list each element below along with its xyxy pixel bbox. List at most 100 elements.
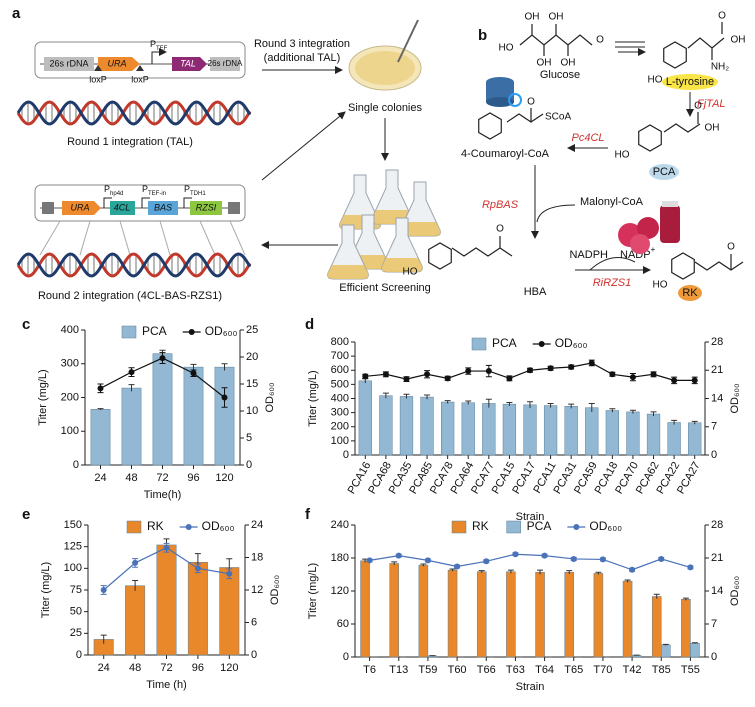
enzyme-label: FjTAL bbox=[697, 98, 726, 110]
cofactor-arc bbox=[589, 257, 636, 271]
od-point bbox=[599, 556, 606, 563]
integration-lines bbox=[39, 220, 246, 256]
cofactor-label: NADPH bbox=[569, 249, 608, 261]
y2-tick-label: 21 bbox=[711, 364, 723, 376]
od-point bbox=[424, 371, 431, 378]
od-point bbox=[128, 369, 135, 376]
y2-tick-label: 7 bbox=[711, 421, 717, 433]
bar bbox=[379, 395, 393, 456]
gene-block bbox=[62, 201, 101, 215]
cofactor-sup: + bbox=[651, 245, 656, 254]
bar bbox=[214, 366, 235, 466]
atom: HO bbox=[653, 280, 668, 291]
od-point bbox=[506, 375, 513, 382]
promoter-sub: TEF-in bbox=[148, 191, 166, 197]
od-point bbox=[454, 563, 461, 570]
legend-swatch bbox=[538, 341, 545, 347]
legend-label: RK bbox=[472, 519, 489, 533]
x-tick-label: 72 bbox=[156, 472, 168, 484]
error-bar bbox=[420, 563, 427, 567]
error-bar bbox=[97, 408, 104, 410]
y-tick-label: 600 bbox=[331, 364, 349, 376]
bar bbox=[564, 572, 574, 658]
promoter-arrow bbox=[151, 48, 167, 64]
gene-block bbox=[228, 202, 240, 214]
x-tick-label: T66 bbox=[477, 664, 496, 676]
error-bar bbox=[391, 561, 398, 566]
glucose-label: Glucose bbox=[540, 69, 580, 81]
od-point bbox=[671, 377, 678, 384]
y2-tick-label: 7 bbox=[711, 618, 717, 630]
y-tick-label: 100 bbox=[331, 435, 349, 447]
atom: O bbox=[727, 242, 735, 253]
gene-block bbox=[148, 201, 178, 215]
bar bbox=[626, 411, 640, 456]
x-axis-title: Time (h) bbox=[146, 679, 187, 691]
error-bar bbox=[568, 403, 575, 409]
rk-label: RK bbox=[682, 287, 698, 299]
atom: NH₂ bbox=[711, 62, 729, 73]
od-point bbox=[541, 552, 548, 559]
x-tick-label: 120 bbox=[220, 662, 238, 674]
bar bbox=[605, 410, 619, 456]
atom: HO bbox=[648, 75, 663, 86]
gene-label: 26s rDNA bbox=[49, 58, 88, 68]
highlight bbox=[662, 74, 718, 90]
gene-label: 4CL bbox=[114, 202, 131, 212]
error-bar bbox=[595, 571, 602, 575]
dna-strand bbox=[16, 252, 252, 278]
construct-box bbox=[34, 184, 246, 222]
round-label: Round 1 integration (TAL) bbox=[67, 136, 193, 148]
pick-tool bbox=[397, 19, 419, 63]
error-bar bbox=[527, 401, 533, 408]
y-tick-label: 800 bbox=[331, 336, 349, 348]
bar bbox=[593, 573, 604, 658]
tyrosine-label: L-tyrosine bbox=[666, 76, 714, 88]
bar bbox=[219, 567, 240, 656]
error-bar bbox=[609, 408, 616, 413]
y2-axis-title: OD₆₀₀ bbox=[729, 576, 741, 606]
error-bar bbox=[682, 597, 689, 601]
promoter-p: P bbox=[150, 39, 156, 49]
y-tick-label: 300 bbox=[61, 358, 79, 370]
x-tick-label: T13 bbox=[389, 664, 408, 676]
scoa-label: SCoA bbox=[545, 112, 571, 123]
bar bbox=[90, 409, 111, 466]
atom: OH bbox=[731, 35, 746, 46]
y2-tick-label: 0 bbox=[246, 459, 252, 471]
y2-tick-label: 24 bbox=[251, 519, 263, 531]
od-point bbox=[570, 555, 577, 562]
gene-label: RZSI bbox=[196, 202, 217, 212]
od-point bbox=[194, 565, 201, 572]
error-bar bbox=[190, 363, 197, 370]
bar bbox=[482, 403, 496, 456]
error-bar bbox=[588, 402, 595, 412]
error-bar bbox=[403, 393, 410, 399]
error-bar bbox=[465, 400, 472, 405]
promoter-p: P bbox=[184, 184, 190, 194]
x-tick-label: 48 bbox=[125, 472, 137, 484]
bar bbox=[622, 580, 633, 658]
dna-helix bbox=[16, 100, 252, 126]
gene-label: TAL bbox=[180, 58, 196, 68]
od-point bbox=[629, 374, 636, 381]
od-point bbox=[132, 559, 139, 566]
construct-box bbox=[34, 41, 246, 79]
panel-label: e bbox=[22, 506, 30, 523]
error-bar bbox=[478, 570, 485, 573]
bar bbox=[358, 380, 372, 456]
y-axis-title: Titer (mg/L) bbox=[307, 370, 319, 426]
error-bar bbox=[429, 655, 436, 657]
y2-tick-label: 25 bbox=[246, 324, 258, 336]
gene-block bbox=[210, 57, 240, 71]
x-tick-label: 96 bbox=[192, 662, 204, 674]
od-point bbox=[403, 376, 410, 383]
atom: HO bbox=[403, 267, 418, 278]
y-tick-label: 0 bbox=[343, 651, 349, 663]
bar bbox=[585, 407, 599, 456]
legend-label: PCA bbox=[527, 519, 552, 533]
error-bar bbox=[653, 593, 660, 599]
atom: O bbox=[527, 97, 535, 108]
benzene-ring bbox=[671, 252, 695, 280]
